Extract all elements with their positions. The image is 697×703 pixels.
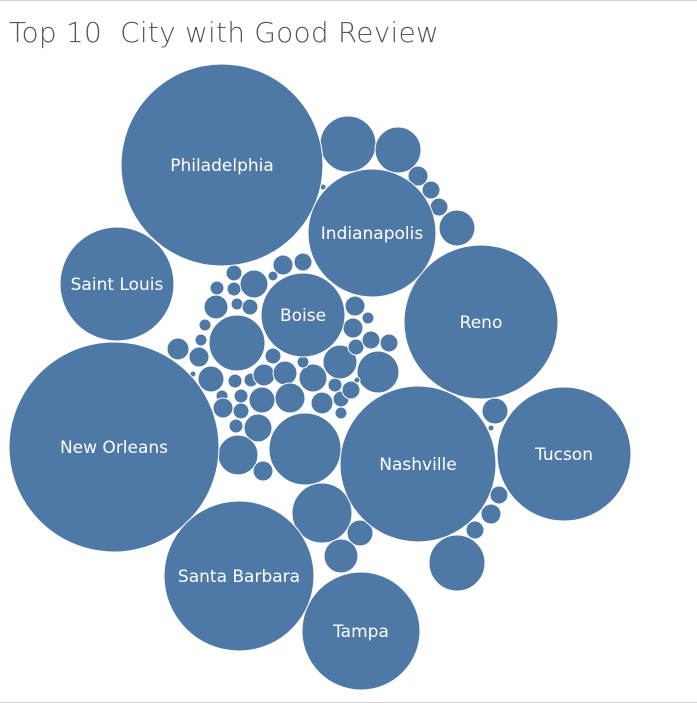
bubble-city-35[interactable]: [264, 347, 282, 365]
bubble-city-14[interactable]: [267, 270, 279, 282]
bubble-philadelphia[interactable]: [120, 63, 324, 267]
bubble-label-santa-barbara: Santa Barbara: [178, 567, 300, 587]
bubble-label-boise: Boise: [280, 306, 326, 326]
bubble-new-orleans[interactable]: [8, 341, 220, 553]
bubble-city-19[interactable]: [194, 333, 208, 347]
bubble-city-46[interactable]: [322, 344, 358, 380]
bubble-city-21[interactable]: [166, 337, 190, 361]
bubble-city-15[interactable]: [203, 294, 229, 320]
bubble-city-65[interactable]: [465, 520, 485, 540]
bubble-city-18[interactable]: [198, 318, 212, 332]
bubble-city-11[interactable]: [239, 269, 269, 299]
bubble-city-10[interactable]: [226, 281, 242, 297]
bubble-city-49[interactable]: [361, 311, 375, 325]
bubble-city-64[interactable]: [480, 503, 502, 525]
bubble-city-29[interactable]: [233, 388, 249, 404]
bubble-city-42[interactable]: [327, 377, 343, 393]
bubble-city-61[interactable]: [481, 397, 509, 425]
bubble-city-20[interactable]: [208, 314, 266, 372]
bubble-city-8[interactable]: [225, 264, 243, 282]
bubble-city-22[interactable]: [188, 346, 210, 368]
bubble-city-50[interactable]: [347, 338, 365, 356]
bubble-city-34[interactable]: [252, 363, 276, 387]
bubble-santa-barbara[interactable]: [163, 500, 315, 652]
bubble-city-37[interactable]: [272, 360, 298, 386]
bubble-city-60[interactable]: [323, 538, 359, 574]
bubble-city-17[interactable]: [241, 298, 259, 316]
bubble-city-47[interactable]: [344, 295, 366, 317]
bubble-city-6[interactable]: [438, 209, 476, 247]
bubble-city-40[interactable]: [310, 391, 334, 415]
bubble-city-41[interactable]: [296, 355, 310, 369]
bubble-label-indianapolis: Indianapolis: [321, 224, 424, 244]
bubble-city-59[interactable]: [346, 519, 374, 547]
bubble-city-38[interactable]: [274, 382, 306, 414]
bubble-city-9[interactable]: [209, 280, 225, 296]
bubble-city-2[interactable]: [374, 126, 422, 174]
bubble-label-new-orleans: New Orleans: [60, 438, 168, 458]
bubble-city-32[interactable]: [243, 413, 273, 443]
bubble-city-25[interactable]: [227, 373, 243, 389]
bubble-city-30[interactable]: [232, 402, 250, 420]
bubble-indianapolis[interactable]: [307, 168, 437, 298]
bubble-label-nashville: Nashville: [379, 455, 456, 475]
bubble-city-57[interactable]: [268, 412, 342, 486]
bubble-city-13[interactable]: [293, 252, 313, 272]
bubble-city-56[interactable]: [252, 460, 274, 482]
bubble-city-51[interactable]: [361, 330, 381, 350]
bubble-label-saint-louis: Saint Louis: [71, 275, 164, 295]
bubble-city-4[interactable]: [421, 180, 441, 200]
bubble-city-28[interactable]: [212, 397, 234, 419]
bubble-city-45[interactable]: [341, 380, 361, 400]
bubble-city-44[interactable]: [334, 406, 348, 420]
bubble-city-55[interactable]: [217, 434, 259, 476]
bubble-tampa[interactable]: [301, 571, 421, 691]
bubble-city-53[interactable]: [356, 350, 400, 394]
bubble-tucson[interactable]: [496, 386, 632, 522]
bubble-label-tucson: Tucson: [534, 445, 593, 465]
bubble-city-24[interactable]: [197, 365, 225, 393]
bubble-city-66[interactable]: [428, 534, 486, 592]
bubble-nashville[interactable]: [339, 385, 497, 543]
bubble-city-12[interactable]: [272, 254, 294, 276]
bubble-label-philadelphia: Philadelphia: [170, 156, 274, 176]
bubble-city-1[interactable]: [319, 115, 377, 173]
bubble-saint-louis[interactable]: [59, 226, 175, 342]
bubble-label-tampa: Tampa: [332, 622, 389, 642]
bubble-city-39[interactable]: [298, 363, 328, 393]
bubble-city-62[interactable]: [487, 424, 495, 432]
bubble-city-52[interactable]: [379, 333, 399, 353]
chart-title: Top 10 City with Good Review: [9, 16, 439, 49]
bubble-city-63[interactable]: [489, 485, 509, 505]
bubble-city-3[interactable]: [407, 165, 429, 187]
bubble-city-33[interactable]: [248, 386, 276, 414]
bubble-label-reno: Reno: [460, 313, 503, 333]
bubble-boise[interactable]: [260, 272, 346, 358]
bubble-city-48[interactable]: [342, 317, 364, 339]
bubble-city-31[interactable]: [228, 418, 244, 434]
bubble-reno[interactable]: [403, 244, 559, 400]
bubble-city-58[interactable]: [291, 482, 353, 544]
bubble-city-16[interactable]: [230, 297, 244, 311]
bubble-city-54[interactable]: [353, 376, 361, 384]
